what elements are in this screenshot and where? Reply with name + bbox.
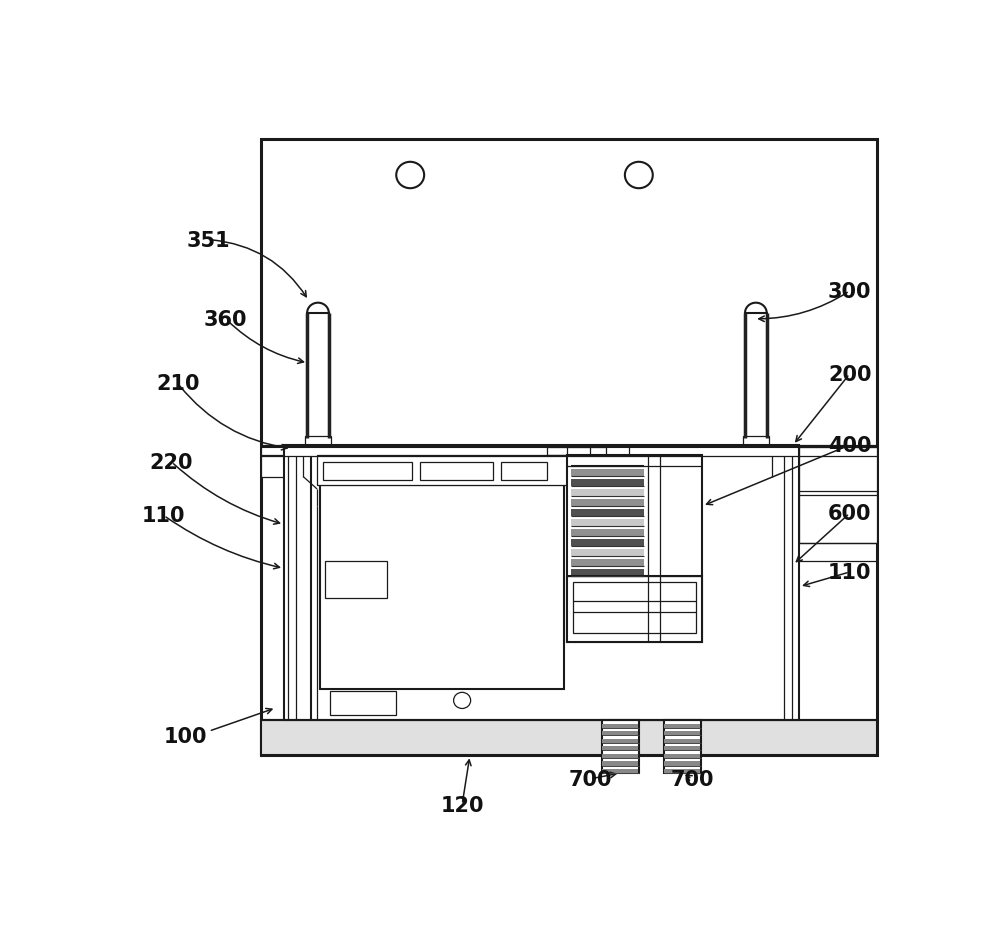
- Bar: [325, 562, 387, 598]
- Bar: [420, 463, 493, 481]
- Text: 110: 110: [142, 506, 186, 526]
- Bar: [261, 455, 299, 477]
- Text: 300: 300: [828, 282, 871, 302]
- Bar: [567, 576, 702, 642]
- Bar: [780, 455, 877, 477]
- Bar: [330, 691, 396, 715]
- Bar: [573, 582, 696, 633]
- Bar: [501, 463, 547, 481]
- Text: 351: 351: [187, 230, 231, 250]
- Bar: [799, 447, 877, 495]
- Text: 600: 600: [828, 504, 871, 524]
- Text: 110: 110: [828, 563, 871, 583]
- Text: 210: 210: [156, 374, 199, 394]
- Bar: [323, 463, 412, 481]
- Bar: [307, 313, 329, 438]
- Text: 120: 120: [440, 795, 484, 815]
- Bar: [261, 140, 877, 756]
- Text: 100: 100: [164, 725, 207, 745]
- Text: 360: 360: [204, 309, 248, 329]
- Bar: [305, 437, 331, 446]
- Bar: [317, 455, 604, 486]
- Bar: [602, 721, 639, 773]
- Text: 220: 220: [150, 452, 193, 472]
- Text: 200: 200: [828, 365, 871, 385]
- Bar: [745, 313, 767, 438]
- Bar: [567, 446, 617, 455]
- Bar: [567, 455, 702, 642]
- Bar: [664, 721, 701, 773]
- Bar: [590, 446, 629, 466]
- Bar: [261, 446, 307, 457]
- Text: 400: 400: [828, 436, 871, 456]
- Bar: [320, 486, 564, 689]
- Text: 700: 700: [671, 769, 714, 789]
- Bar: [261, 721, 877, 756]
- Bar: [743, 437, 769, 446]
- Bar: [772, 446, 877, 457]
- Text: 700: 700: [568, 769, 612, 789]
- Bar: [799, 492, 877, 543]
- Bar: [284, 446, 799, 721]
